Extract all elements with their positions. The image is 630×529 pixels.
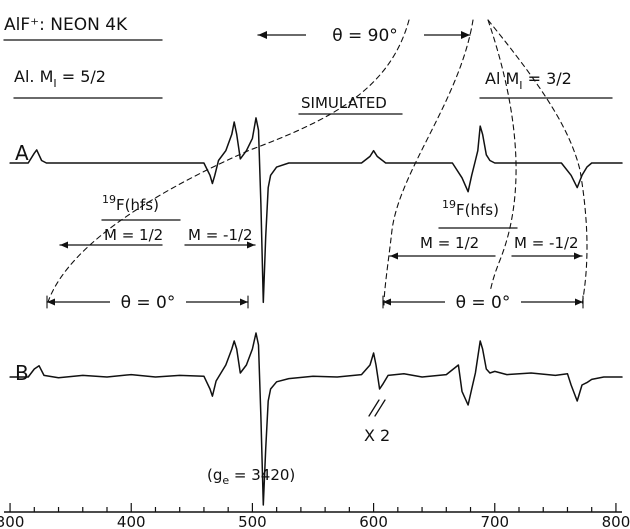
trace-a-line xyxy=(9,117,623,304)
ge-label: (ge = 3420) xyxy=(207,466,295,487)
gain-break-mark xyxy=(368,399,386,417)
m-right-1: M = 1/2 xyxy=(420,234,479,252)
theta-90-arrow-right-head xyxy=(461,31,470,39)
x-tick-label: 800 xyxy=(602,513,630,529)
al-right-label: Al MI = 3/2 xyxy=(485,69,572,92)
envelope-left-outer xyxy=(47,19,410,303)
theta-left-arrow-lhead xyxy=(47,298,55,306)
m-left-1: M = 1/2 xyxy=(104,226,163,244)
x-tick-label: 600 xyxy=(359,513,388,529)
m-left-2: M = -1/2 xyxy=(188,226,253,244)
hfs-left-label: 19F(hfs) xyxy=(102,193,159,214)
theta-left-arrow-rhead xyxy=(240,298,248,306)
x-axis: 300 400 500 600 700 800 xyxy=(0,503,630,529)
theta-left-label: θ = 0° xyxy=(121,293,176,313)
trace-b-label: B xyxy=(15,361,29,385)
trace-a-label: A xyxy=(15,141,29,165)
envelope-right-outer xyxy=(487,19,588,306)
envelope-left-inner xyxy=(487,19,517,306)
theta-right-arrow-rhead xyxy=(575,298,583,306)
x-tick-label: 400 xyxy=(117,513,146,529)
hfs-right-label: 19F(hfs) xyxy=(442,198,499,219)
gain-note: X 2 xyxy=(364,426,390,445)
x-tick-label: 300 xyxy=(0,513,24,529)
m-left-2-arrow-head xyxy=(247,241,255,249)
trace-b-line xyxy=(9,332,623,506)
x-tick-label: 500 xyxy=(238,513,267,529)
m-right-2: M = -1/2 xyxy=(514,234,579,252)
theta-right-label-bg xyxy=(445,290,521,312)
envelope-right-inner xyxy=(383,19,474,306)
theta-right-label: θ = 0° xyxy=(456,293,511,313)
theta-left-label-bg xyxy=(110,290,186,312)
m-left-1-arrow-head xyxy=(60,241,68,249)
al-left-label: Al. MI = 5/2 xyxy=(14,67,106,90)
x-tick-label: 700 xyxy=(480,513,509,529)
m-right-2-arrow-head xyxy=(574,252,582,260)
theta-90-arrow-left-head xyxy=(258,31,267,39)
simulated-label: SIMULATED xyxy=(301,94,387,112)
theta-90-label-bg xyxy=(306,22,424,46)
m-right-1-arrow-head xyxy=(390,252,398,260)
theta-90-label: θ = 90° xyxy=(332,26,398,46)
theta-right-arrow-lhead xyxy=(383,298,391,306)
figure-title: AlF⁺: NEON 4K xyxy=(4,15,128,35)
